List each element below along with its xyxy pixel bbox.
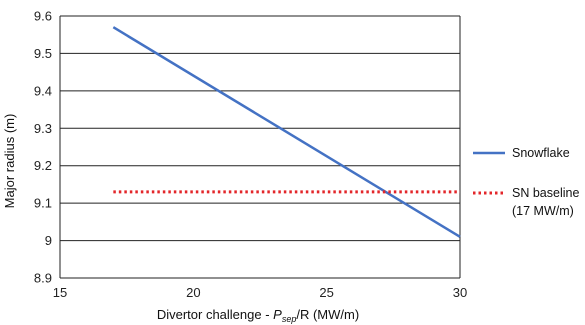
y-tick-label: 9	[45, 233, 52, 248]
gridlines	[60, 15, 460, 279]
y-tick-label: 9.2	[34, 158, 52, 173]
x-tick-label: 15	[53, 285, 67, 300]
y-tick-label: 9.5	[34, 46, 52, 61]
legend-sn-baseline-label-line2: (17 MW/m)	[512, 204, 574, 218]
axes	[59, 16, 461, 278]
y-tick-labels: 8.9 9 9.1 9.2 9.3 9.4 9.5 9.6	[34, 9, 52, 286]
x-axis-label-suffix: /R (MW/m)	[296, 307, 359, 322]
x-axis-label: Divertor challenge - Psep/R (MW/m)	[157, 307, 359, 324]
x-axis-label-prefix: Divertor challenge -	[157, 307, 273, 322]
x-axis-label-subscript: sep	[282, 314, 297, 324]
series-snowflake-line	[112, 26, 461, 238]
y-tick-label: 9.6	[34, 9, 52, 24]
x-axis-label-variable: P	[273, 307, 282, 322]
y-tick-label: 8.9	[34, 271, 52, 286]
x-tick-labels: 15 20 25 30	[53, 285, 467, 300]
x-tick-label: 30	[453, 285, 467, 300]
y-tick-label: 9.3	[34, 121, 52, 136]
legend: Snowflake SN baseline (17 MW/m)	[473, 146, 579, 218]
y-tick-label: 9.1	[34, 196, 52, 211]
legend-snowflake-label: Snowflake	[512, 146, 570, 160]
legend-sn-baseline-label-line1: SN baseline	[512, 186, 579, 200]
x-tick-label: 25	[319, 285, 333, 300]
y-tick-label: 9.4	[34, 83, 52, 98]
series-lines	[112, 26, 461, 238]
y-axis-label: Major radius (m)	[2, 114, 17, 209]
x-tick-label: 20	[186, 285, 200, 300]
